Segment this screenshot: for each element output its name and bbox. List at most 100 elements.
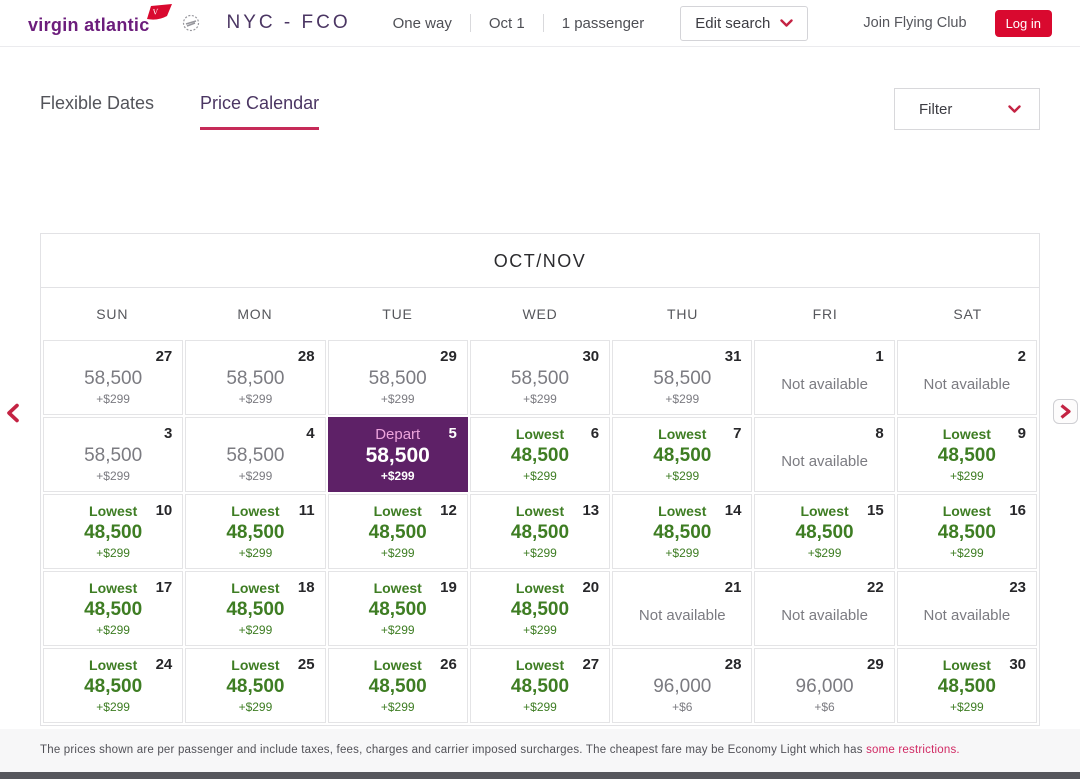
edit-search-button[interactable]: Edit search (680, 5, 809, 41)
calendar-cell[interactable]: 25 Lowest 48,500 +$299 (185, 648, 326, 723)
calendar-cell[interactable]: 18 Lowest 48,500 +$299 (185, 571, 326, 646)
cell-fare-label: Depart (375, 426, 421, 443)
login-button[interactable]: Log in (994, 9, 1052, 37)
calendar-cell[interactable]: 16 Lowest 48,500 +$299 (896, 494, 1037, 569)
bottom-bar (0, 772, 1080, 779)
calendar-cell[interactable]: 12 Lowest 48,500 +$299 (327, 494, 468, 569)
calendar-cell[interactable]: 19 Lowest 48,500 +$299 (327, 571, 468, 646)
calendar-cell[interactable]: 30 Lowest 48,500 +$299 (896, 648, 1037, 723)
cell-date: 27 (155, 348, 173, 365)
cell-points-price: 48,500 (84, 676, 143, 697)
cell-surcharge: +$299 (238, 469, 273, 483)
cell-date: 26 (440, 656, 457, 673)
day-header-wed: WED (522, 306, 558, 322)
calendar-grid: 27 58,500 +$299 28 58,500 +$299 29 58,500 +$2… (41, 340, 1039, 725)
cell-points-price: 48,500 (226, 676, 285, 697)
calendar-cell[interactable]: 30 58,500 +$299 (469, 340, 611, 415)
filter-label: Filter (919, 100, 953, 118)
chevron-down-icon (1008, 101, 1021, 118)
cell-fare-label (898, 349, 1036, 367)
cell-date: 4 (306, 425, 315, 442)
cell-date: 27 (582, 656, 600, 673)
cell-surcharge: +$299 (665, 469, 700, 483)
cell-points-price: 58,500 (653, 368, 712, 389)
cell-surcharge: +$299 (96, 700, 130, 714)
filter-button[interactable]: Filter (894, 88, 1040, 130)
cell-surcharge: +$299 (238, 546, 273, 560)
calendar-cell[interactable]: 13 Lowest 48,500 +$299 (469, 494, 611, 569)
calendar-cell: 22 Not available (754, 571, 895, 646)
cell-date: 19 (440, 579, 457, 596)
cell-fare-label: Lowest (373, 503, 422, 519)
cell-surcharge (755, 398, 893, 412)
calendar-cell[interactable]: 10 Lowest 48,500 +$299 (43, 494, 184, 569)
calendar-cell[interactable]: 27 58,500 +$299 (43, 340, 184, 415)
cell-date: 1 (875, 348, 884, 365)
cell-surcharge: +$299 (523, 700, 557, 714)
join-flying-club-link[interactable]: Join Flying Club (863, 15, 967, 31)
calendar-cell[interactable]: 3 58,500 +$299 (43, 417, 184, 492)
next-month-button[interactable] (1053, 399, 1078, 424)
trip-type-label: One way (392, 14, 452, 32)
globe-icon (181, 13, 201, 38)
calendar-cell[interactable]: 6 Lowest 48,500 +$299 (469, 417, 611, 492)
calendar-cell[interactable]: 26 Lowest 48,500 +$299 (327, 648, 468, 723)
cell-surcharge: +$6 (814, 700, 835, 714)
cell-date: 30 (582, 348, 600, 365)
previous-month-button[interactable] (5, 403, 20, 426)
calendar-cell[interactable]: 7 Lowest 48,500 +$299 (612, 417, 753, 492)
cell-fare-label: Lowest (942, 503, 991, 519)
cell-date: 8 (875, 425, 884, 442)
price-calendar: OCT/NOV SUN MON TUE WED THU FRI SAT 27 58,500 +… (40, 233, 1040, 726)
cell-date: 9 (1017, 425, 1026, 442)
edit-search-label: Edit search (695, 14, 771, 32)
some-restrictions-link[interactable]: some restrictions. (866, 744, 960, 756)
cell-fare-label: Lowest (515, 426, 565, 442)
cell-surcharge: +$299 (238, 623, 273, 637)
calendar-cell[interactable]: 20 Lowest 48,500 +$299 (469, 571, 611, 646)
tab-flexible-dates[interactable]: Flexible Dates (40, 93, 155, 113)
calendar-cell[interactable]: 28 96,000 +$6 (612, 648, 753, 723)
cell-date: 29 (440, 348, 457, 365)
cell-points-price: 58,500 (84, 368, 143, 389)
cell-surcharge: +$299 (380, 623, 415, 637)
calendar-cell[interactable]: 29 58,500 +$299 (327, 340, 468, 415)
cell-surcharge: +$299 (950, 469, 984, 483)
cell-fare-label (44, 426, 182, 444)
cell-fare-label (186, 426, 324, 444)
calendar-cell[interactable]: 28 58,500 +$299 (185, 340, 326, 415)
cell-surcharge: +$299 (238, 392, 273, 406)
cell-points-price: 48,500 (653, 445, 712, 466)
cell-surcharge: +$299 (96, 469, 130, 483)
cell-points-price: 48,500 (653, 522, 712, 543)
cell-fare-label: Lowest (231, 503, 280, 519)
calendar-cell[interactable]: 27 Lowest 48,500 +$299 (469, 648, 611, 723)
cell-points-price: 48,500 (510, 599, 570, 620)
calendar-cell: 1 Not available (754, 340, 895, 415)
cell-surcharge: +$299 (380, 392, 415, 406)
cell-surcharge (613, 629, 751, 643)
calendar-cell[interactable]: 15 Lowest 48,500 +$299 (754, 494, 895, 569)
calendar-cell[interactable]: 24 Lowest 48,500 +$299 (43, 648, 184, 723)
calendar-cell: 2 Not available (896, 340, 1037, 415)
cell-surcharge: +$299 (380, 469, 415, 483)
virgin-atlantic-logo[interactable]: virgin atlantic V (28, 3, 201, 38)
calendar-cell[interactable]: 14 Lowest 48,500 +$299 (612, 494, 753, 569)
calendar-cell[interactable]: 31 58,500 +$299 (612, 340, 753, 415)
calendar-cell[interactable]: 4 58,500 +$299 (185, 417, 326, 492)
chevron-down-icon (780, 15, 794, 32)
top-header: virgin atlantic V NYC - FCO One way Oct … (0, 0, 1080, 47)
calendar-cell[interactable]: 17 Lowest 48,500 +$299 (43, 571, 184, 646)
calendar-cell[interactable]: 11 Lowest 48,500 +$299 (185, 494, 326, 569)
cell-surcharge: +$6 (672, 700, 693, 714)
tab-price-calendar[interactable]: Price Calendar (200, 93, 320, 130)
calendar-cell[interactable]: 29 96,000 +$6 (754, 648, 895, 723)
cell-date: 3 (163, 425, 173, 442)
cell-not-available: Not available (781, 376, 868, 393)
day-header-mon: MON (237, 306, 273, 322)
calendar-cell[interactable]: 9 Lowest 48,500 +$299 (896, 417, 1037, 492)
cell-surcharge: +$299 (380, 546, 415, 560)
calendar-cell[interactable]: 5 Depart 58,500 +$299 (327, 417, 468, 492)
cell-fare-label: Lowest (800, 503, 849, 519)
cell-points-price: 48,500 (368, 599, 427, 620)
